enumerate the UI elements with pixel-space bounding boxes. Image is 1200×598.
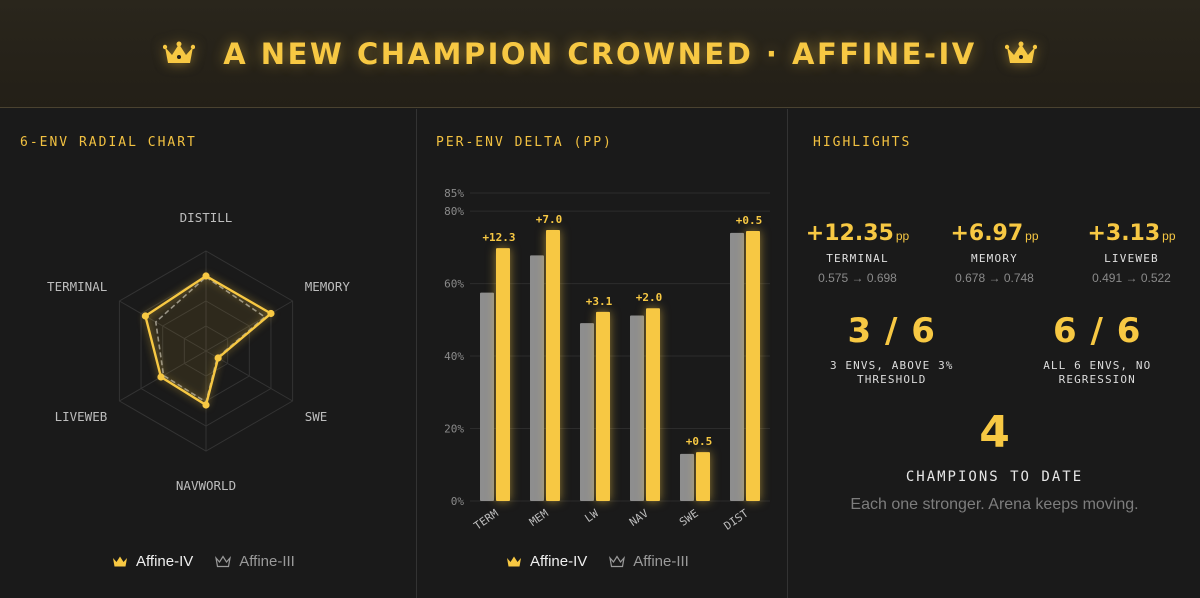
stat-detail: 0.678 → 0.748	[955, 271, 1034, 285]
crown-icon	[163, 41, 196, 63]
radar-panel-title: 6-ENV RADIAL CHART	[20, 135, 197, 150]
radar-axis-label: TERMINAL	[47, 279, 107, 294]
radar-point	[202, 272, 210, 280]
ratio-above-threshold: 3 / 6 3 ENVS, ABOVE 3% THRESHOLD	[789, 311, 995, 387]
radar-axis-label: SWE	[305, 409, 328, 424]
x-tick-label: SWE	[677, 507, 701, 529]
radar-axis-label: LIVEWEB	[55, 409, 108, 424]
bar-data-label: +0.5	[736, 214, 763, 227]
x-tick-label: TERM	[472, 507, 501, 533]
legend-item-affine-iii[interactable]: Affine-III	[215, 553, 295, 570]
radar-spoke	[119, 300, 207, 352]
stat-label: LIVEWEB	[1104, 252, 1159, 265]
bar-affine-iii	[630, 315, 644, 501]
ratio-row: 3 / 6 3 ENVS, ABOVE 3% THRESHOLD 6 / 6 A…	[789, 311, 1200, 387]
radar-series-affine-iv	[144, 274, 274, 407]
radar-axis-label: MEMORY	[305, 279, 351, 294]
x-tick-label: LW	[582, 507, 601, 525]
radar-panel: 6-ENV RADIAL CHART DISTILL MEMORY SWE NAVWO…	[0, 109, 417, 598]
y-tick-label: 40%	[444, 350, 464, 363]
legend-item-affine-iv[interactable]: Affine-IV	[112, 553, 193, 570]
ratio-value: 6 / 6	[1053, 311, 1142, 351]
bar-affine-iii	[730, 232, 744, 501]
bars-panel: PER-ENV DELTA (PP) 0% 20% 40% 60% 80% 85% +12.…	[418, 109, 788, 598]
x-tick-label: MEM	[527, 507, 551, 529]
stat-terminal: +12.35 pp TERMINAL 0.575 → 0.698	[789, 221, 926, 285]
bar-affine-iv	[746, 231, 760, 501]
radar-legend: Affine-IV Affine-III	[112, 553, 295, 570]
stat-value: +3.13 pp	[1087, 221, 1176, 246]
crown-icon	[1004, 41, 1037, 63]
y-tick-label: 80%	[444, 205, 464, 218]
y-tick-label: 85%	[444, 187, 464, 200]
crown-icon	[113, 556, 127, 567]
legend-label: Affine-IV	[530, 553, 588, 570]
crown-outline-icon	[215, 555, 232, 568]
radar-point	[267, 309, 275, 318]
bar-chart: 0% 20% 40% 60% 80% 85% +12.3 TERM +7.0 MEM +3.1 LW +…	[444, 187, 770, 533]
bar-data-label: +2.0	[636, 291, 663, 304]
legend-label: Affine-IV	[136, 553, 194, 570]
bars-legend: Affine-IV Affine-III	[506, 553, 689, 570]
radar-point	[202, 401, 210, 409]
stat-value: +12.35 pp	[805, 221, 910, 246]
highlights-panel: HIGHLIGHTS +12.35 pp TERMINAL 0.575 → 0.6…	[789, 109, 1200, 598]
bar-data-label: +12.3	[482, 231, 515, 244]
champions-count: 4	[979, 407, 1010, 458]
stat-detail: 0.491 → 0.522	[1092, 271, 1171, 285]
radar-chart: DISTILL MEMORY SWE NAVWORLD LIVEWEB TERMINAL	[47, 210, 351, 493]
stat-memory: +6.97 pp MEMORY 0.678 → 0.748	[926, 221, 1063, 285]
tagline: Each one stronger. Arena keeps moving.	[850, 496, 1139, 513]
bar-data-label: +0.5	[686, 435, 713, 448]
header-banner: A NEW CHAMPION CROWNED · AFFINE-IV	[0, 0, 1200, 108]
ratio-caption: ALL 6 ENVS, NO REGRESSION	[1043, 359, 1152, 386]
radar-point	[141, 312, 149, 320]
bar-data-label: +7.0	[536, 213, 563, 226]
crown-outline-icon	[609, 555, 626, 568]
bar-affine-iii	[580, 323, 594, 501]
stat-label: MEMORY	[971, 252, 1018, 265]
bar-affine-iv	[596, 311, 610, 501]
x-tick-label: DIST	[722, 507, 751, 533]
legend-label: Affine-III	[633, 553, 689, 570]
stat-value: +6.97 pp	[950, 221, 1039, 246]
y-tick-label: 60%	[444, 278, 464, 291]
radar-point	[214, 354, 222, 362]
radar-spoke	[205, 300, 293, 352]
radar-axis-label: DISTILL	[180, 210, 233, 225]
stat-detail: 0.575 → 0.698	[818, 271, 897, 285]
ratio-value: 3 / 6	[847, 311, 936, 351]
radar-axis-label: NAVWORLD	[176, 478, 236, 493]
legend-item-affine-iv[interactable]: Affine-IV	[506, 553, 587, 570]
bar-affine-iv	[646, 308, 660, 501]
ratio-caption: 3 ENVS, ABOVE 3% THRESHOLD	[829, 359, 954, 386]
ratio-no-regression: 6 / 6 ALL 6 ENVS, NO REGRESSION	[995, 311, 1200, 387]
bar-data-label: +3.1	[586, 295, 613, 308]
y-tick-label: 0%	[451, 495, 465, 508]
highlights-title: HIGHLIGHTS	[813, 135, 912, 150]
crown-icon	[507, 556, 521, 567]
stat-liveweb: +3.13 pp LIVEWEB 0.491 → 0.522	[1063, 221, 1200, 285]
legend-item-affine-iii[interactable]: Affine-III	[609, 553, 689, 570]
stat-label: TERMINAL	[826, 252, 889, 265]
y-tick-label: 20%	[444, 423, 464, 436]
x-tick-label: NAV	[627, 507, 651, 529]
page-title: A NEW CHAMPION CROWNED · AFFINE-IV	[223, 36, 977, 71]
bar-affine-iii	[680, 453, 694, 501]
stats-row: +12.35 pp TERMINAL 0.575 → 0.698 +6.97 pp …	[789, 221, 1200, 285]
bars-panel-title: PER-ENV DELTA (PP)	[436, 135, 613, 150]
bar-affine-iii	[480, 292, 494, 501]
bar-affine-iv	[696, 452, 710, 501]
legend-label: Affine-III	[239, 553, 295, 570]
bar-affine-iv	[546, 229, 560, 501]
bar-affine-iv	[496, 248, 510, 501]
bar-affine-iii	[530, 255, 544, 501]
champions-label: CHAMPIONS TO DATE	[905, 469, 1084, 485]
radar-point	[157, 373, 165, 381]
